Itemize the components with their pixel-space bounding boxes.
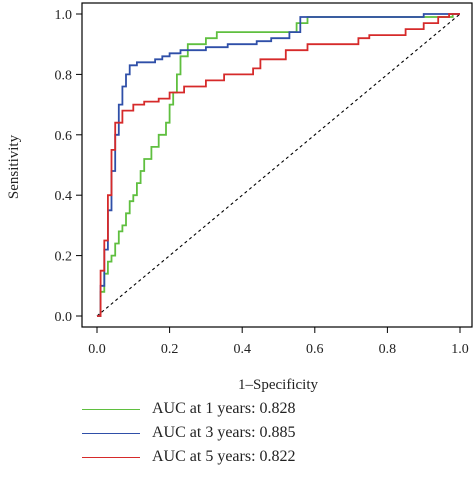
legend: AUC at 1 years: 0.828 AUC at 3 years: 0.… [82, 397, 462, 469]
x-tick-label: 0.8 [379, 342, 397, 357]
y-tick-label: 0.8 [55, 68, 73, 83]
x-tick-label: 0.0 [88, 342, 106, 357]
x-axis-title: 1–Specificity [238, 377, 318, 393]
x-tick-label: 0.6 [306, 342, 324, 357]
plot-frame [81, 2, 473, 328]
legend-item-1-year: AUC at 1 years: 0.828 [82, 397, 462, 421]
roc-line-series-3 [97, 13, 460, 317]
legend-label-1-year: AUC at 1 years: 0.828 [152, 400, 296, 417]
y-axis-title: Sensitivity [6, 134, 22, 199]
legend-item-3-years: AUC at 3 years: 0.885 [82, 421, 462, 445]
legend-item-5-years: AUC at 5 years: 0.822 [82, 445, 462, 469]
legend-label-3-years: AUC at 3 years: 0.885 [152, 424, 296, 441]
y-tick-label: 1.0 [55, 8, 73, 23]
y-tick-label: 0.0 [55, 310, 73, 325]
x-tick-label: 0.2 [161, 342, 179, 357]
legend-label-5-years: AUC at 5 years: 0.822 [152, 448, 296, 465]
y-tick-label: 0.4 [55, 189, 73, 204]
reference-diagonal [96, 13, 461, 317]
legend-swatch-3-years [82, 432, 140, 434]
roc-line-series-1 [97, 13, 460, 317]
y-tick-label: 0.2 [55, 250, 73, 265]
y-tick-label: 0.6 [55, 129, 73, 144]
roc-chart: 0.0 0.0 0.2 0.2 0.4 0.4 0.6 0.6 0.8 0.8 1.0 1.0 Sen… [6, 2, 473, 393]
roc-line-series-2 [97, 13, 460, 317]
x-tick-label: 0.4 [233, 342, 251, 357]
legend-swatch-1-year [82, 408, 140, 410]
x-tick-label: 1.0 [451, 342, 469, 357]
legend-swatch-5-years [82, 456, 140, 458]
